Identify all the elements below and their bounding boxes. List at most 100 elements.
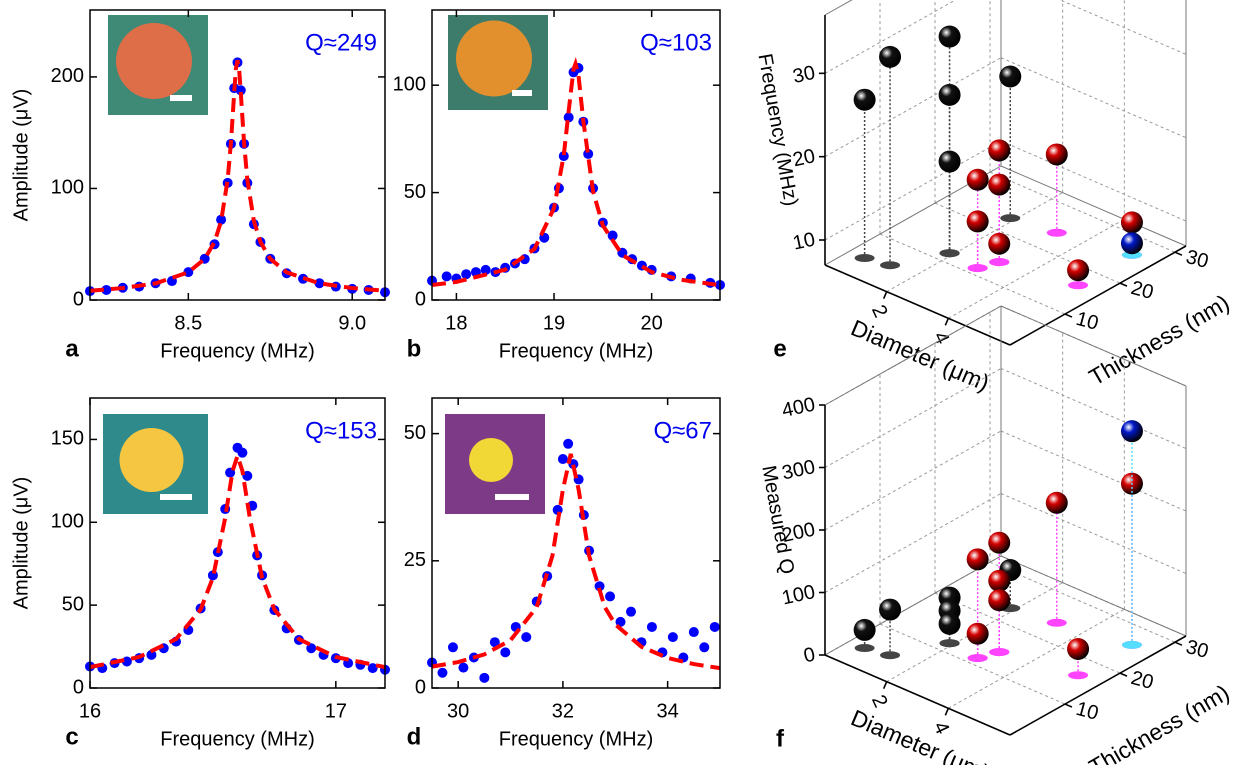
- data-point: [625, 606, 636, 617]
- y-tick-label: 0: [415, 288, 426, 310]
- x-tick-label: 32: [552, 700, 574, 722]
- grid-line: [824, 0, 957, 74]
- sphere: [988, 569, 1011, 592]
- y-tick-label: 150: [51, 428, 84, 450]
- y-tick-label: 10: [791, 229, 817, 255]
- data-point: [607, 230, 618, 241]
- box-edge: [824, 305, 1002, 406]
- data-point: [447, 642, 458, 653]
- x-axis: [824, 264, 1011, 346]
- depth-tick-label: 30: [1184, 246, 1211, 273]
- panel-label: b: [407, 335, 422, 362]
- sphere: [938, 25, 961, 48]
- grid-line: [934, 592, 1121, 674]
- panel-label: c: [65, 723, 78, 750]
- scale-bar: [512, 90, 532, 96]
- data-point: [237, 447, 248, 458]
- x-tick: [882, 291, 888, 299]
- panel-label: a: [65, 335, 79, 362]
- data-point: [489, 637, 500, 648]
- y-tick-label: 0: [73, 288, 84, 310]
- inset-disk: [116, 23, 192, 99]
- sphere: [966, 548, 989, 571]
- sphere: [988, 531, 1011, 554]
- data-point: [437, 667, 448, 678]
- y-tick-label: 100: [51, 511, 84, 533]
- y-tick-label: 0: [415, 676, 426, 698]
- y-tick-label: 30: [791, 62, 817, 88]
- y-axis-label: Amplitude (μV): [10, 477, 32, 610]
- x-axis-label: Diameter (μm): [847, 314, 993, 396]
- sphere: [1120, 232, 1143, 255]
- grid-line: [824, 57, 1002, 158]
- plot-frame: [89, 397, 386, 689]
- depth-axis: [1009, 635, 1187, 736]
- box-edge: [824, 0, 853, 16]
- data-point: [557, 454, 568, 465]
- panel-label: f: [776, 725, 785, 752]
- grid-line: [948, 608, 1125, 709]
- x-tick-label: 30: [447, 700, 469, 722]
- plot-frame: [431, 397, 721, 689]
- depth-axis: [1009, 245, 1187, 346]
- x-tick-label: 18: [445, 312, 467, 334]
- depth-tick: [1064, 313, 1073, 318]
- data-point: [367, 663, 378, 674]
- x-tick-label: 20: [641, 312, 663, 334]
- grid-line: [989, 171, 1176, 253]
- x-tick-label: 9.0: [338, 312, 366, 334]
- data-point: [441, 271, 452, 282]
- inset-disk: [119, 428, 184, 492]
- x-tick-label: 4: [929, 718, 954, 737]
- sphere: [879, 45, 902, 68]
- annotation: Q≈67: [653, 417, 712, 444]
- grid-line: [948, 218, 1125, 319]
- grid-line: [886, 582, 1063, 683]
- grid-line: [1000, 140, 1187, 222]
- x-tick-label: 8.5: [174, 312, 202, 334]
- depth-tick: [1064, 703, 1073, 708]
- x-tick: [944, 318, 950, 326]
- y-tick-label: 100: [51, 177, 84, 199]
- data-point: [521, 632, 532, 643]
- x-tick-label: 19: [543, 312, 565, 334]
- depth-tick-label: 20: [1129, 277, 1156, 304]
- grid-line: [879, 233, 1066, 315]
- data-point: [101, 284, 112, 295]
- box-edge: [1000, 555, 1187, 637]
- scale-bar: [495, 494, 529, 500]
- sphere: [988, 173, 1011, 196]
- x-axis-label: Diameter (μm): [847, 704, 993, 765]
- x-tick: [944, 708, 950, 716]
- box-edge: [1000, 305, 1187, 387]
- x-axis: [824, 654, 1011, 736]
- y-tick-label: 50: [404, 181, 426, 203]
- box-edge: [1000, 165, 1187, 247]
- sphere: [999, 65, 1022, 88]
- depth-tick: [1119, 672, 1128, 677]
- plot-frame: [431, 9, 721, 301]
- sphere: [966, 168, 989, 191]
- grid-line: [824, 430, 1002, 531]
- sphere: [879, 598, 902, 621]
- panel-label: e: [773, 335, 786, 362]
- grid-line: [824, 493, 1002, 593]
- sphere: [938, 612, 961, 635]
- x-tick-label: 2: [867, 692, 892, 711]
- sphere: [938, 150, 961, 173]
- x-axis-label: Frequency (MHz): [160, 340, 314, 362]
- scale-bar: [170, 95, 192, 101]
- depth-tick-label: 30: [1184, 636, 1211, 663]
- data-point: [461, 269, 472, 280]
- depth-tick: [1174, 251, 1183, 256]
- y-tick-label: 50: [404, 422, 426, 444]
- sphere: [1045, 491, 1068, 514]
- fit-curve: [89, 449, 386, 670]
- data-point: [709, 621, 720, 632]
- data-point: [594, 581, 605, 592]
- data-point: [688, 627, 699, 638]
- fit-curve: [89, 59, 386, 293]
- data-point: [558, 151, 569, 162]
- data-point: [699, 642, 710, 653]
